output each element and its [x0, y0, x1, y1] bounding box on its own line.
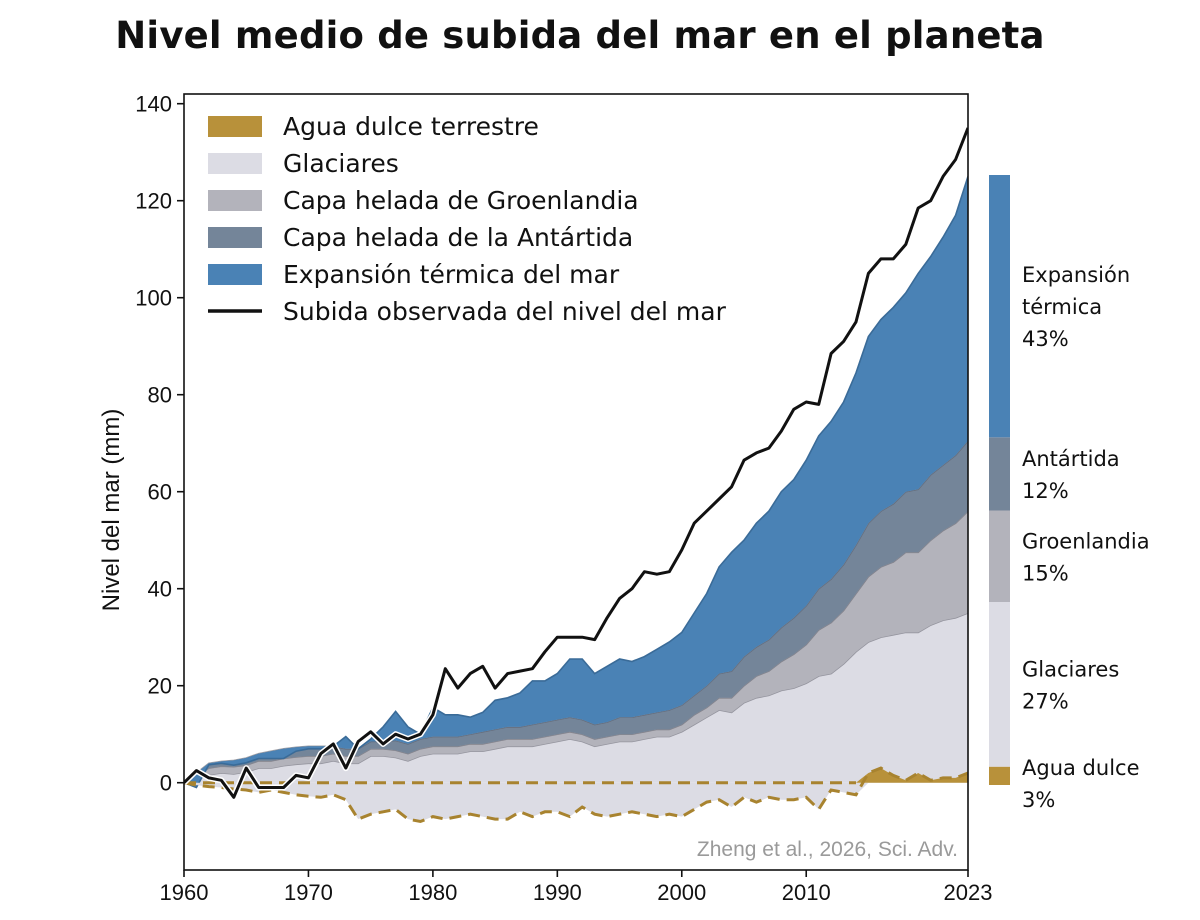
share-segment-agua-dulce: [989, 766, 1010, 785]
legend-item-capa-helada-de-la-antartida: Capa helada de la Antártida: [208, 223, 633, 252]
share-label-glaciares: 27%: [1022, 689, 1069, 713]
legend: Agua dulce terrestre Glaciares Capa helada…: [208, 112, 727, 326]
x-tick-label: 1960: [160, 880, 209, 905]
area-expansion-termica-del-mar: [184, 176, 968, 788]
y-tick-label: 40: [148, 577, 172, 602]
y-tick-label: 120: [135, 189, 172, 214]
chart-title: Nivel medio de subida del mar en el plan…: [115, 14, 1045, 57]
x-tick-label: 1980: [408, 880, 457, 905]
x-tick-label: 1970: [284, 880, 333, 905]
share-label-expansion: térmica: [1022, 295, 1102, 319]
share-label-glaciares: Glaciares: [1022, 657, 1119, 681]
share-label-expansion: 43%: [1022, 327, 1069, 351]
y-tick-label: 100: [135, 286, 172, 311]
area-glaciers-negative: [184, 782, 968, 822]
x-tick-label: 2023: [944, 880, 993, 905]
share-segment-antartida: [989, 437, 1010, 511]
source-credit: Zheng et al., 2026, Sci. Adv.: [697, 838, 958, 861]
x-tick-label: 2000: [657, 880, 706, 905]
area-edge-expansion-termica-del-mar: [184, 176, 968, 789]
axes: 0 20 40 60 80 100 120 140 1960 1970 1980 1990 2000 20…: [135, 92, 992, 905]
area-capa-helada-de-groenlandia: [184, 511, 968, 783]
share-bar: Agua dulce 3% Glaciares 27% Groenlandia 15% An…: [989, 175, 1150, 812]
legend-swatch: [208, 153, 262, 174]
share-segment-groenlandia: [989, 510, 1010, 602]
stacked-areas: [184, 176, 968, 824]
legend-swatch: [208, 116, 262, 137]
area-agua-dulce-terrestre: [184, 768, 968, 783]
legend-label: Capa helada de Groenlandia: [283, 186, 639, 215]
legend-label: Agua dulce terrestre: [283, 112, 539, 141]
legend-swatch: [208, 227, 262, 248]
y-tick-label: 20: [148, 674, 172, 699]
share-label-agua-dulce: 3%: [1022, 788, 1055, 812]
legend-item-subida-observada-del-nivel-del-mar: Subida observada del nivel del mar: [208, 297, 727, 326]
legend-item-agua-dulce-terrestre: Agua dulce terrestre: [208, 112, 539, 141]
legend-label: Glaciares: [283, 149, 399, 178]
legend-item-expansion-termica-del-mar: Expansión térmica del mar: [208, 260, 620, 289]
share-label-groenlandia: Groenlandia: [1022, 529, 1150, 553]
freshwater-dashed-line: [184, 766, 968, 824]
share-label-antartida: Antártida: [1022, 447, 1120, 471]
x-tick-label: 1990: [533, 880, 582, 905]
y-tick-label: 60: [148, 480, 172, 505]
y-tick-label: 140: [135, 92, 172, 117]
share-label-antartida: 12%: [1022, 479, 1069, 503]
y-tick-label: 80: [148, 383, 172, 408]
legend-item-glaciares: Glaciares: [208, 149, 399, 178]
share-label-groenlandia: 15%: [1022, 561, 1069, 585]
legend-item-capa-helada-de-groenlandia: Capa helada de Groenlandia: [208, 186, 639, 215]
share-label-agua-dulce: Agua dulce: [1022, 756, 1140, 780]
share-label-expansion: Expansión: [1022, 263, 1130, 287]
legend-label: Subida observada del nivel del mar: [283, 297, 727, 326]
observed-line-layer: [184, 126, 968, 801]
area-glaciares: [184, 613, 968, 783]
y-axis-label: Nivel del mar (mm): [98, 409, 125, 612]
legend-label: Expansión térmica del mar: [283, 260, 620, 289]
legend-label: Capa helada de la Antártida: [283, 223, 633, 252]
area-capa-helada-de-la-antartida: [184, 440, 968, 783]
legend-swatch: [208, 190, 262, 211]
share-segment-glaciares: [989, 602, 1010, 767]
legend-swatch: [208, 264, 262, 285]
observed-sea-level-line: [184, 127, 968, 799]
y-tick-label: 0: [160, 771, 172, 796]
x-tick-label: 2010: [782, 880, 831, 905]
plot-frame: [183, 93, 969, 871]
share-segment-expansion: [989, 175, 1010, 438]
